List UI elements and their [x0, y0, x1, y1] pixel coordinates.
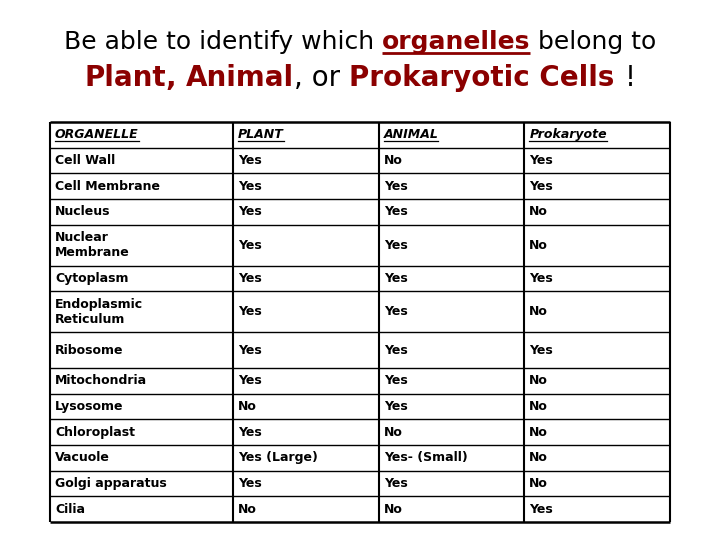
Text: belong to: belong to: [530, 30, 657, 54]
Text: Yes: Yes: [238, 205, 261, 218]
Text: Plant: Plant: [84, 64, 166, 92]
Text: Mitochondria: Mitochondria: [55, 374, 147, 388]
Text: Yes: Yes: [529, 343, 553, 357]
Text: Yes- (Small): Yes- (Small): [384, 451, 467, 464]
Text: Nucleus: Nucleus: [55, 205, 110, 218]
Text: Ribosome: Ribosome: [55, 343, 124, 357]
Text: Yes: Yes: [238, 239, 261, 252]
Text: Yes: Yes: [384, 477, 408, 490]
Text: No: No: [529, 477, 548, 490]
Text: Golgi apparatus: Golgi apparatus: [55, 477, 167, 490]
Text: Yes: Yes: [384, 400, 408, 413]
Text: Nuclear
Membrane: Nuclear Membrane: [55, 231, 130, 259]
Text: Yes: Yes: [529, 503, 553, 516]
Text: No: No: [384, 154, 402, 167]
Text: Yes (Large): Yes (Large): [238, 451, 318, 464]
Text: Yes: Yes: [529, 154, 553, 167]
Text: Yes: Yes: [384, 272, 408, 285]
Text: Yes: Yes: [238, 180, 261, 193]
Text: Yes: Yes: [384, 374, 408, 388]
Text: No: No: [529, 426, 548, 439]
Text: Cytoplasm: Cytoplasm: [55, 272, 128, 285]
Text: Yes: Yes: [384, 343, 408, 357]
Text: Vacuole: Vacuole: [55, 451, 110, 464]
Text: Prokaryote: Prokaryote: [529, 129, 607, 141]
Text: PLANT: PLANT: [238, 129, 284, 141]
Text: ANIMAL: ANIMAL: [384, 129, 438, 141]
Text: No: No: [384, 503, 402, 516]
Text: Yes: Yes: [238, 374, 261, 388]
Text: organelles: organelles: [382, 30, 530, 54]
Text: No: No: [529, 305, 548, 318]
Text: No: No: [529, 239, 548, 252]
Text: Yes: Yes: [238, 305, 261, 318]
Text: ,: ,: [166, 64, 186, 92]
Text: Yes: Yes: [529, 180, 553, 193]
Text: Endoplasmic
Reticulum: Endoplasmic Reticulum: [55, 298, 143, 326]
Text: Yes: Yes: [238, 343, 261, 357]
Text: Yes: Yes: [238, 154, 261, 167]
Text: No: No: [529, 451, 548, 464]
Text: ORGANELLE: ORGANELLE: [55, 129, 139, 141]
Text: Be able to identify which: Be able to identify which: [63, 30, 382, 54]
Text: Chloroplast: Chloroplast: [55, 426, 135, 439]
Text: Yes: Yes: [238, 272, 261, 285]
Text: Yes: Yes: [384, 239, 408, 252]
Text: Cell Wall: Cell Wall: [55, 154, 115, 167]
Text: No: No: [238, 400, 257, 413]
Text: Lysosome: Lysosome: [55, 400, 124, 413]
Text: Yes: Yes: [529, 272, 553, 285]
Text: No: No: [529, 374, 548, 388]
Text: No: No: [529, 205, 548, 218]
Text: Cell Membrane: Cell Membrane: [55, 180, 160, 193]
Text: Animal: Animal: [186, 64, 294, 92]
Text: , or: , or: [294, 64, 349, 92]
Text: Yes: Yes: [238, 477, 261, 490]
Text: Prokaryotic Cells: Prokaryotic Cells: [349, 64, 624, 92]
Text: Yes: Yes: [384, 305, 408, 318]
Text: Yes: Yes: [384, 205, 408, 218]
Text: Yes: Yes: [238, 426, 261, 439]
Text: !: !: [624, 64, 636, 92]
Text: No: No: [384, 426, 402, 439]
Text: Yes: Yes: [384, 180, 408, 193]
Text: Cilia: Cilia: [55, 503, 85, 516]
Text: No: No: [238, 503, 257, 516]
Text: No: No: [529, 400, 548, 413]
